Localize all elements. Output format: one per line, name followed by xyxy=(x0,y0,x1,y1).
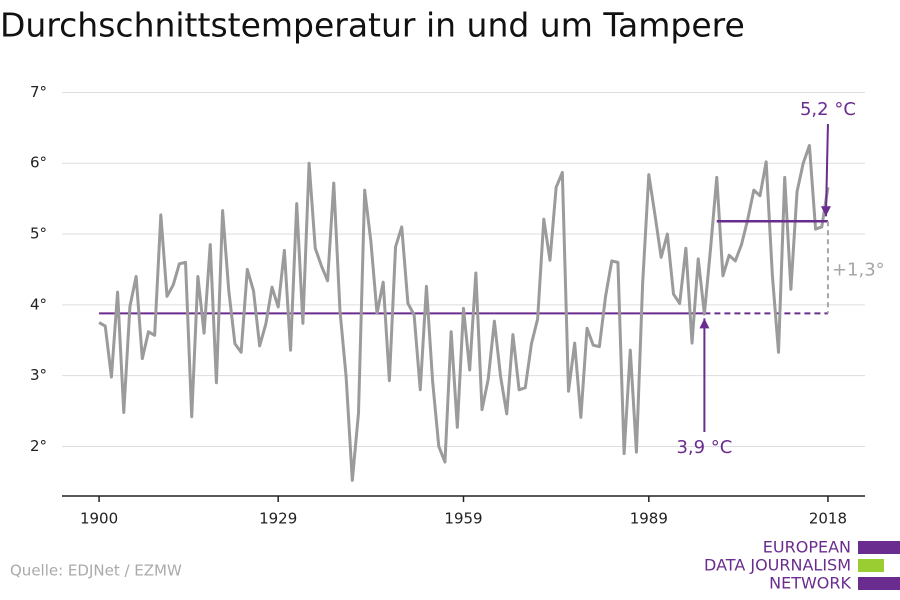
annotation-label: 5,2 °C xyxy=(800,99,856,120)
logo-bar xyxy=(858,577,900,590)
arrow-head xyxy=(699,318,710,329)
x-tick-label: 1929 xyxy=(259,510,297,528)
annotation-label: 3,9 °C xyxy=(676,437,732,458)
y-tick-label: 5° xyxy=(30,225,47,243)
difference-label: +1,3° xyxy=(832,259,885,280)
y-tick-label: 6° xyxy=(30,154,47,172)
arrow-head xyxy=(820,206,831,217)
x-tick-label: 1900 xyxy=(80,510,118,528)
x-tick-label: 2018 xyxy=(809,510,847,528)
logo-text: EUROPEAN xyxy=(763,538,851,557)
annotation-arrow xyxy=(824,123,829,217)
y-tick-label: 2° xyxy=(30,437,47,455)
y-tick-label: 7° xyxy=(30,83,47,101)
chart-title: Durchschnittstemperatur in und um Tamper… xyxy=(0,6,745,45)
logo-text: DATA JOURNALISM xyxy=(704,556,851,575)
logo: EUROPEAN DATA JOURNALISM NETWORK xyxy=(704,538,900,593)
logo-bar xyxy=(858,541,900,554)
logo-text: NETWORK xyxy=(769,574,851,593)
line xyxy=(98,144,830,482)
x-tick-label: 1989 xyxy=(630,510,668,528)
source: Quelle: EDJNet / EZMW xyxy=(10,562,182,580)
logo-bar xyxy=(858,559,884,572)
x-tick-label: 1959 xyxy=(444,510,482,528)
y-tick-label: 3° xyxy=(30,366,47,384)
y-tick-label: 4° xyxy=(30,295,47,313)
